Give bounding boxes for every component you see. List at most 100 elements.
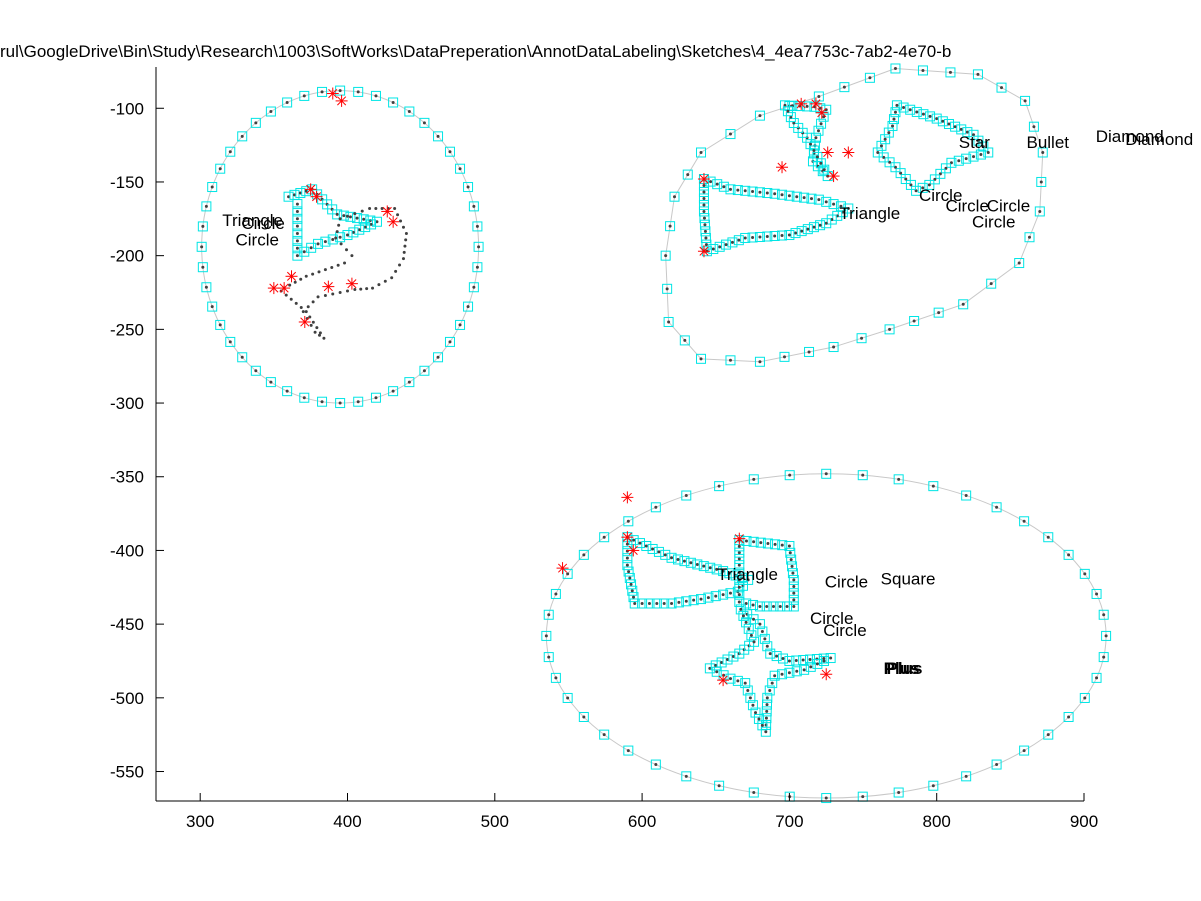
star-marker [627,544,640,557]
group-top-right-point-dot [893,66,897,70]
group-top-right-point-box [890,63,901,74]
left-heart-point [399,219,403,223]
star-marker [387,215,400,228]
bottom-square-point-box [741,598,752,609]
topright-triangle-point [700,232,711,243]
star-marker-d2 [279,283,289,293]
group-bottom-point [543,609,554,620]
group-bottom-point-box [1043,729,1054,740]
left-triangle-point [354,224,365,235]
bottom-plus-point-dot [794,658,798,662]
topright-triangle-point-box [806,193,817,204]
group-top-right-point-dot [842,85,846,89]
star-marker-d2 [829,171,839,181]
group-top-right-point-box [828,342,839,353]
topright-triangle-point [784,230,795,241]
group-left-point-box [468,201,479,212]
bottom-square-point-box [770,539,781,550]
left-heart-point-dot [380,206,384,210]
left-triangle-point [358,214,369,225]
topright-star-point-dot [809,142,813,146]
group-top-right-point [665,221,676,232]
topright-triangle-point [835,201,846,212]
star-marker [733,532,746,545]
group-top-right-point [1036,176,1047,187]
topright-diamond-point-box [935,168,946,179]
topright-triangle-point-box [769,188,780,199]
bottom-triangle-point [651,598,662,609]
group-left-point [419,117,430,128]
left-triangle-point-dot [357,228,361,232]
annotation-label: Circle [823,621,866,640]
bottom-plus-point-box [819,655,830,666]
left-heart-point [334,236,338,240]
star-marker-d2 [300,317,310,327]
left-heart-point [323,268,327,272]
topright-diamond-point-dot [915,110,919,114]
bottom-triangle-point-box [628,592,639,603]
topright-diamond-point-dot [899,171,903,175]
group-top-right-point [725,355,736,366]
star-marker-d2 [734,534,744,544]
group-left-point-box [215,319,226,330]
left-triangle-point-dot [369,222,373,226]
topright-triangle-point [699,213,710,224]
bottom-triangle-point-dot [632,538,636,542]
topright-diamond-point-box [883,127,894,138]
group-top-right-point-box [933,307,944,318]
annotation-label: Circle [810,609,853,628]
topright-triangle-point-box [714,241,725,252]
x-tick-label: 600 [628,812,656,831]
left-heart-point-dot [343,261,347,265]
group-bottom-point-dot [1104,634,1108,638]
group-bottom-point-dot [1067,553,1071,557]
group-bottom-point [650,759,661,770]
bottom-square-point [734,553,745,564]
bottom-plus-point-box [757,720,768,731]
group-left-point-dot [407,380,411,384]
left-heart-point [311,300,315,304]
topright-triangle-point [698,193,709,204]
left-triangle-point-box [348,227,359,238]
star-marker-d2 [269,283,279,293]
bottom-square-point [777,540,788,551]
topright-triangle-point [791,191,802,202]
group-left-point-dot [466,185,470,189]
topright-diamond-point [905,179,916,190]
bottom-triangle-point [627,585,638,596]
bottom-plus-point-dot [773,674,777,678]
group-left-point-box [388,386,399,397]
group-bottom-point-box [857,470,868,481]
group-left-point-box [225,146,236,157]
bottom-square-point-dot [778,604,782,608]
topright-diamond-point [880,134,891,145]
group-top-right-point [804,346,815,357]
group-left-point-dot [466,305,470,309]
topright-diamond-point [937,116,948,127]
group-left-point [237,131,248,142]
topright-triangle-point [705,176,716,187]
group-bottom-point-dot [1102,613,1106,617]
group-bottom-point [650,502,661,513]
group-left-point-dot [204,285,208,289]
annotation-label: Triangle [839,204,900,223]
topright-triangle-point-box [718,181,729,192]
topright-triangle-point-dot [758,190,762,194]
topright-star-point [812,151,823,162]
topright-diamond-point-box [931,113,942,124]
group-top-right-point-box [660,250,671,261]
topright-triangle-point-box [791,191,802,202]
group-top-right-point [933,307,944,318]
left-heart-point-dot [335,230,339,234]
topright-star-point [813,125,824,136]
bottom-square-point [775,601,786,612]
bottom-plus-point-box [767,678,778,689]
bottom-square-point [784,541,795,552]
bottom-plus-point-box [753,713,764,724]
group-left-point-dot [391,389,395,393]
left-heart-point-dot [313,330,317,334]
bottom-plus-point [704,663,715,674]
topright-triangle-point-dot [794,231,798,235]
group-bottom-point-box [1079,568,1090,579]
group-left-point-dot [302,396,306,400]
